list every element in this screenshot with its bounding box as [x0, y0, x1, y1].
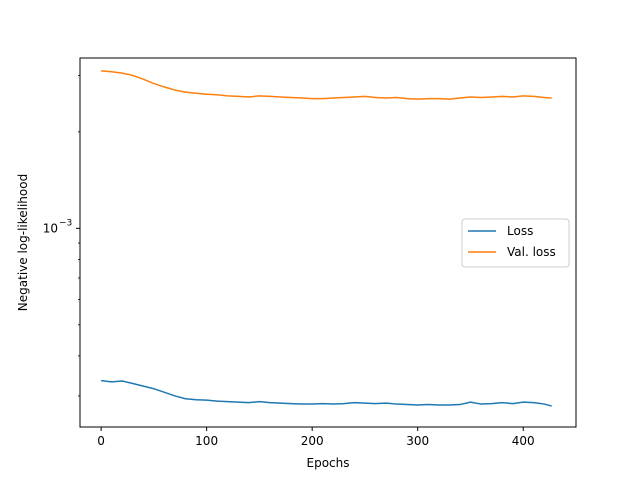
y-axis-label: Negative log-likelihood: [16, 174, 30, 311]
series-line-1: [101, 70, 552, 100]
legend-label-1: Val. loss: [507, 245, 556, 259]
x-tick-label: 200: [301, 434, 324, 448]
plot-area: [101, 70, 552, 407]
axes-frame: [79, 57, 577, 428]
y-tick-label-exponent: −3: [59, 218, 72, 228]
legend: Loss Val. loss: [461, 218, 570, 268]
x-tick-label: 100: [195, 434, 218, 448]
legend-label-0: Loss: [507, 224, 533, 238]
x-axis-label: Epochs: [307, 456, 350, 470]
x-tick-label: 0: [97, 434, 105, 448]
x-tick-label: 300: [406, 434, 429, 448]
series-line-0: [101, 379, 552, 407]
y-tick-label: 10: [43, 221, 58, 235]
x-axis-ticks: 0 100 200 300 400: [97, 427, 535, 448]
x-tick-label: 400: [512, 434, 535, 448]
